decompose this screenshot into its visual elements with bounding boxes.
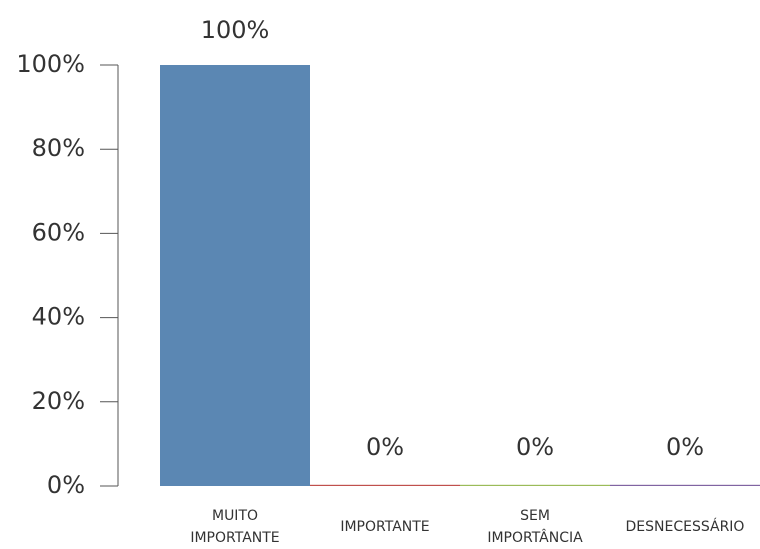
data-label: 100% [201,16,270,44]
y-tick-label: 80% [32,134,85,162]
data-label: 0% [516,433,554,461]
category-label: IMPORTANTE [340,519,429,535]
bar [160,65,310,486]
bars [160,65,760,486]
y-tick-label: 60% [32,218,85,246]
data-labels: 100% 0% 0% 0% [201,16,704,461]
category-label: MUITO [212,508,258,524]
bar [460,484,610,486]
bar [610,484,760,486]
category-label: SEM [520,508,550,524]
category-label: IMPORTANTE [190,530,279,546]
category-label: IMPORTÂNCIA [487,528,583,546]
y-axis: 0% 20% 40% 60% 80% 100% [16,50,119,499]
category-label: DESNECESSÁRIO [626,518,745,535]
y-tick-label: 40% [32,303,85,331]
y-tick-label: 20% [32,387,85,415]
category-labels: MUITO IMPORTANTE IMPORTANTE SEM IMPORTÂNCIA D… [190,508,744,546]
y-tick-label: 100% [16,50,85,78]
y-tick-label: 0% [47,471,85,499]
data-label: 0% [666,433,704,461]
bar [310,484,460,486]
data-label: 0% [366,433,404,461]
